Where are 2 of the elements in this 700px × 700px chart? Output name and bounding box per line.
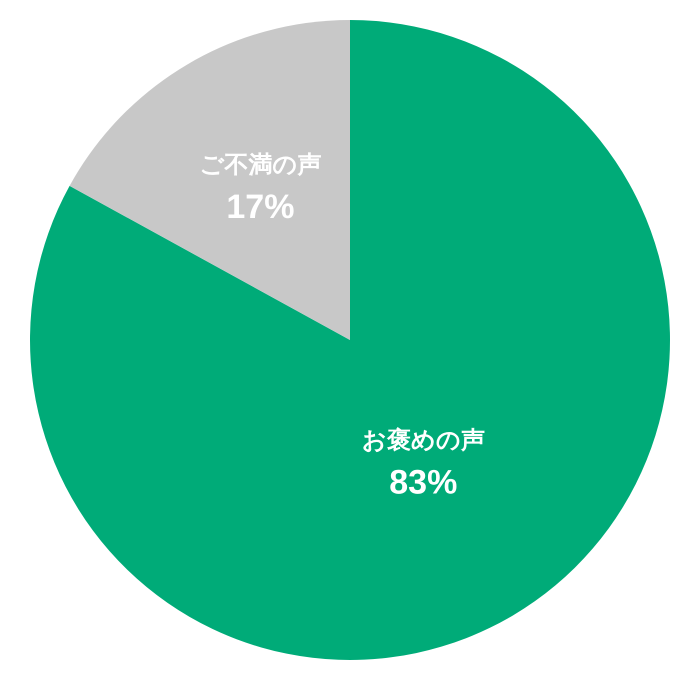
data-label: 83% — [389, 463, 458, 502]
slice-label: お褒めの声 — [362, 426, 485, 454]
